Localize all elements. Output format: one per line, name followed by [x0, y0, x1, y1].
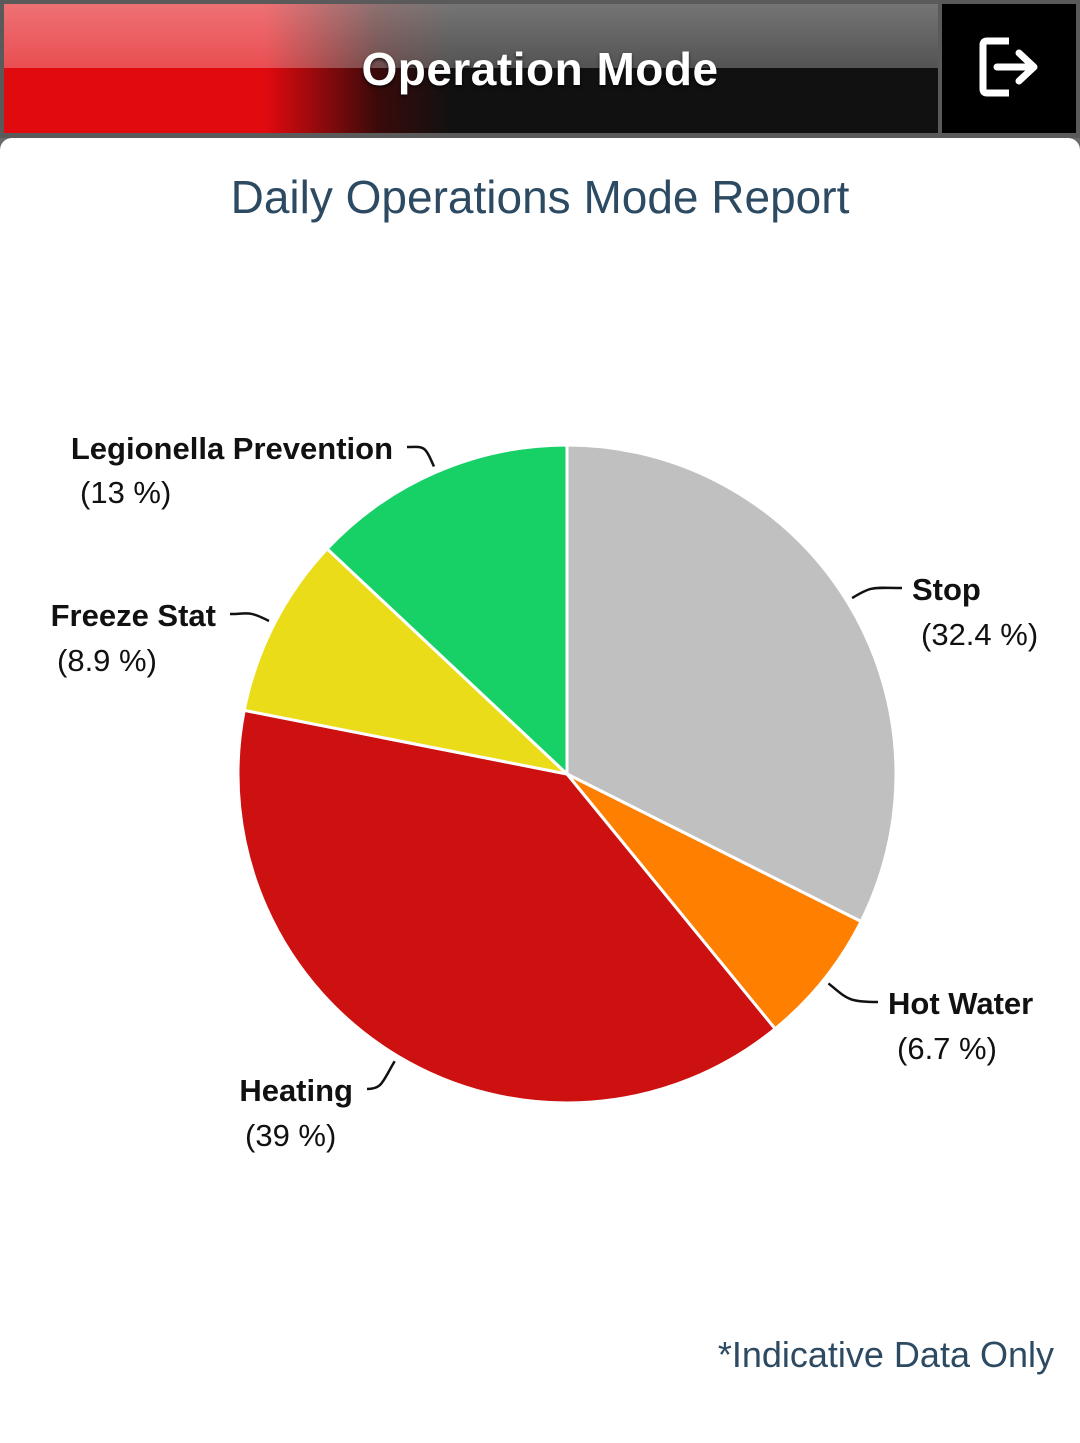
page-title: Operation Mode	[361, 43, 719, 95]
header-bar	[4, 4, 938, 133]
header-gloss	[4, 4, 938, 68]
pie-slice-legionella-prevention[interactable]	[325, 443, 569, 776]
pie-slice-hot-water[interactable]	[565, 772, 863, 1031]
label-connector	[406, 445, 436, 468]
slice-label: Freeze Stat	[51, 598, 216, 633]
footnote: *Indicative Data Only	[717, 1334, 1054, 1375]
logout-icon	[979, 37, 1038, 97]
report-title: Daily Operations Mode Report	[230, 171, 850, 223]
label-connector	[366, 1060, 396, 1091]
slice-percent-label: (39 %)	[245, 1118, 336, 1153]
pie-slice-stop[interactable]	[565, 443, 898, 924]
label-connector	[229, 612, 270, 623]
slice-percent-label: (6.7 %)	[897, 1031, 997, 1066]
exit-button[interactable]	[942, 4, 1076, 133]
slice-label: Heating	[239, 1073, 353, 1108]
pie-slice-heating[interactable]	[236, 708, 777, 1105]
slice-percent-label: (13 %)	[80, 475, 171, 510]
label-connector	[827, 982, 879, 1004]
slice-label: Hot Water	[888, 986, 1033, 1021]
slice-percent-label: (8.9 %)	[57, 643, 157, 678]
slice-label: Legionella Prevention	[71, 431, 393, 466]
label-connector	[851, 586, 903, 600]
slice-percent-label: (32.4 %)	[921, 617, 1038, 652]
pie-slice-freeze-stat[interactable]	[242, 547, 569, 776]
slice-label: Stop	[912, 572, 981, 607]
app-header: Operation Mode	[0, 0, 1080, 138]
